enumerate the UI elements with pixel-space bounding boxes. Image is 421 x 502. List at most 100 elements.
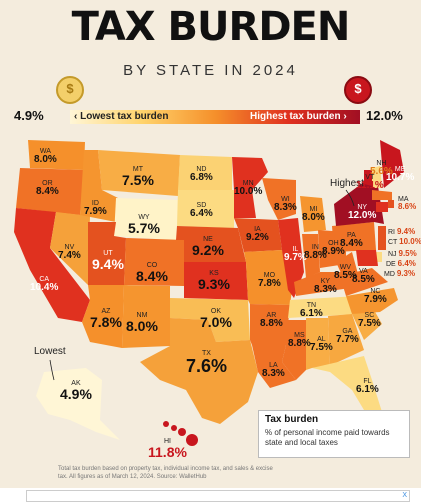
state-VT (364, 170, 372, 186)
state-label-NH: NH 5.6% (370, 160, 393, 177)
state-label-MT: MT 7.5% (122, 166, 154, 188)
state-label-IL: IL 9.7% (284, 246, 307, 263)
state-NM (122, 285, 170, 348)
state-label-UT: UT 9.4% (92, 250, 124, 272)
state-label-KS: KS 9.3% (198, 270, 230, 292)
state-WI (262, 178, 296, 220)
legend-low-label: ‹ Lowest tax burden (74, 111, 169, 122)
page-title: TAX BURDEN (71, 4, 351, 50)
state-label-NV: NV 7.4% (58, 244, 81, 261)
state-NJ (378, 226, 386, 250)
state-FL (312, 356, 382, 420)
state-CO (124, 238, 184, 286)
state-label-KY: KY 8.3% (314, 278, 337, 295)
state-label-MD: MD 9.3% (384, 269, 416, 279)
state-CT (376, 202, 388, 212)
highest-annotation: Highest (330, 178, 364, 189)
state-PA (332, 222, 376, 252)
state-NE (176, 226, 246, 262)
state-SD (177, 190, 234, 228)
state-label-CA: CA 10.4% (30, 276, 59, 293)
state-MS (282, 320, 306, 380)
state-NY (334, 182, 384, 226)
state-label-NE: NE 9.2% (192, 236, 224, 258)
explainer-text: % of personal income paid towards state … (265, 428, 390, 448)
state-label-CO: CO 8.4% (136, 262, 168, 284)
state-label-SC: SC 7.5% (358, 312, 381, 329)
state-label-AZ: AZ 7.8% (90, 308, 122, 330)
state-label-WV: WV 8.5% (334, 264, 357, 281)
state-label-DE: DE 6.4% (386, 259, 416, 269)
state-label-MN: MN 10.0% (234, 180, 263, 197)
coin-stack-red-icon: $ (344, 76, 372, 104)
state-GA (328, 314, 364, 366)
state-MT (98, 150, 180, 196)
state-label-NM: NM 8.0% (126, 312, 158, 334)
state-IN (302, 234, 320, 278)
state-CA (14, 208, 90, 322)
state-OR (16, 168, 84, 215)
state-label-NC: NC 7.9% (364, 288, 387, 305)
ad-banner[interactable]: X (26, 490, 410, 502)
state-WA (28, 140, 85, 170)
state-MI (300, 196, 326, 232)
state-label-TN: TN 6.1% (300, 302, 323, 319)
legend-max-value: 12.0% (366, 108, 403, 123)
state-label-HI: HI 11.8% (148, 438, 187, 460)
state-AZ (82, 285, 124, 348)
state-label-AL: AL 7.5% (310, 336, 333, 353)
state-label-VA: VA 8.5% (352, 268, 375, 285)
state-label-MS: MS 8.8% (288, 332, 311, 349)
state-label-TX: TX 7.6% (186, 350, 228, 376)
state-label-RI: RI 9.4% (388, 227, 416, 237)
state-RI (388, 200, 394, 208)
state-label-ID: ID 7.9% (84, 200, 107, 217)
infographic: TAX BURDEN BY STATE IN 2024 $ $ 4.9% ‹ L… (0, 0, 421, 488)
state-SC (352, 310, 382, 340)
state-MN (232, 157, 268, 218)
state-DE (376, 252, 382, 262)
state-KS (184, 262, 248, 300)
state-label-WI: WI 8.3% (274, 196, 297, 213)
state-TX (140, 318, 258, 424)
highest-pointer (345, 189, 355, 207)
lowest-pointer (49, 359, 55, 381)
page-subtitle: BY STATE IN 2024 (123, 62, 298, 79)
state-LA (252, 345, 296, 388)
explainer-box: Tax burden % of personal income paid tow… (258, 410, 410, 458)
state-label-MO: MO 7.8% (258, 272, 281, 289)
state-AK (36, 368, 120, 440)
state-AL (306, 318, 330, 370)
state-label-MI: MI 8.0% (302, 206, 325, 223)
state-label-GA: GA 7.7% (336, 328, 359, 345)
legend-min-value: 4.9% (14, 108, 44, 123)
state-label-AR: AR 8.8% (260, 312, 283, 329)
state-ME (380, 140, 404, 188)
state-OK (170, 298, 250, 342)
state-WV (336, 252, 358, 280)
state-label-WA: WA 8.0% (34, 148, 57, 165)
state-ND (178, 155, 232, 190)
state-label-LA: LA 8.3% (262, 362, 285, 379)
state-label-IA: IA 9.2% (246, 226, 269, 243)
state-WY (114, 198, 178, 240)
state-label-FL: FL 6.1% (356, 378, 379, 395)
state-TN (288, 296, 358, 318)
state-label-VT: VT 11.1% (356, 174, 384, 191)
state-label-IN: IN 8.8% (304, 244, 327, 261)
state-label-PA: PA 8.4% (340, 232, 363, 249)
state-label-ND: ND 6.8% (190, 166, 213, 183)
close-icon[interactable]: X (402, 492, 407, 499)
state-NC (346, 288, 398, 314)
state-MA (372, 190, 392, 200)
state-label-ME: ME 10.7% (386, 166, 415, 183)
coin-stack-icon: $ (56, 76, 84, 104)
state-label-AK: AK 4.9% (60, 380, 92, 402)
state-label-OK: OK 7.0% (200, 308, 232, 330)
state-label-CT: CT 10.0% (388, 237, 421, 247)
legend-gradient-bar (70, 110, 360, 124)
state-NH (372, 166, 382, 188)
state-IL (278, 218, 304, 298)
explainer-heading: Tax burden (265, 414, 319, 425)
state-UT (88, 222, 126, 285)
